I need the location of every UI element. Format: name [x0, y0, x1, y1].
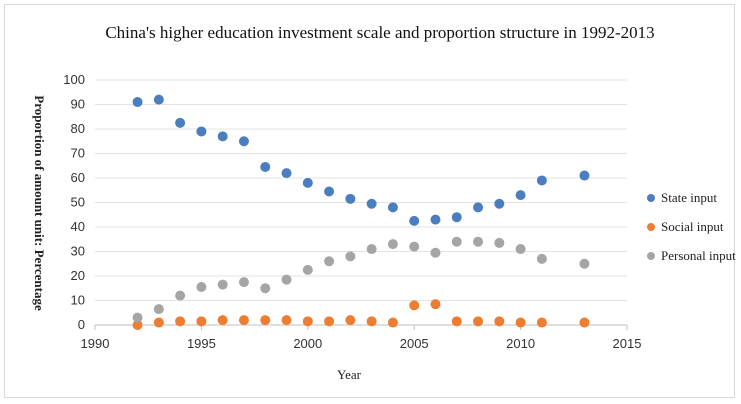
data-point: [451, 316, 462, 327]
data-point: [536, 317, 547, 328]
data-point: [153, 317, 164, 328]
data-point: [579, 317, 590, 328]
data-point: [132, 312, 143, 323]
data-point: [345, 315, 356, 326]
data-point: [473, 202, 484, 213]
data-point: [387, 317, 398, 328]
data-point: [515, 317, 526, 328]
data-point: [345, 251, 356, 262]
y-axis-label: Proportion of amount unit: Percentage: [32, 95, 47, 311]
y-tick-label: 20: [71, 268, 85, 283]
x-tick-label: 2010: [506, 336, 535, 351]
data-point: [366, 198, 377, 209]
data-point: [387, 239, 398, 250]
data-point: [260, 315, 271, 326]
data-point: [260, 161, 271, 172]
data-point: [515, 190, 526, 201]
data-point: [281, 315, 292, 326]
data-point: [175, 117, 186, 128]
axes: [94, 324, 628, 330]
x-tick-label: 1995: [187, 336, 216, 351]
x-tick-labels: 1990 1995 2000 2005 2010 2015: [81, 336, 642, 351]
data-point: [281, 274, 292, 285]
series-1: [132, 299, 590, 330]
data-point: [153, 94, 164, 105]
data-point: [324, 316, 335, 327]
data-point: [430, 299, 441, 310]
legend-marker: [647, 252, 655, 260]
data-point: [494, 316, 505, 327]
x-tick-label: 2005: [400, 336, 429, 351]
data-point: [132, 320, 143, 330]
data-point: [430, 214, 441, 225]
gridlines: [95, 79, 627, 301]
data-point: [451, 212, 462, 223]
y-tick-label: 80: [71, 121, 85, 136]
series-0: [132, 94, 590, 226]
x-tick-label: 2000: [293, 336, 322, 351]
data-point: [409, 300, 420, 311]
legend-label: Social input: [661, 219, 724, 234]
data-point: [175, 290, 186, 301]
data-point: [238, 136, 249, 147]
y-tick-label: 30: [71, 244, 85, 259]
data-point: [536, 253, 547, 264]
y-tick-label: 50: [71, 195, 85, 210]
x-tick-label: 2015: [613, 336, 642, 351]
y-tick-label: 100: [63, 72, 85, 87]
data-point: [366, 316, 377, 327]
y-tick-label: 70: [71, 146, 85, 161]
x-tick-label: 1990: [81, 336, 110, 351]
data-point: [324, 186, 335, 197]
legend-marker: [647, 194, 655, 202]
y-tick-label: 90: [71, 97, 85, 112]
chart-title: China's higher education investment scal…: [105, 23, 654, 42]
data-point: [409, 241, 420, 252]
legend-label: Personal input: [661, 248, 736, 263]
data-point: [579, 258, 590, 269]
data-point: [238, 315, 249, 326]
data-point: [579, 170, 590, 181]
data-point: [153, 304, 164, 315]
data-point: [238, 277, 249, 288]
x-axis-label: Year: [337, 367, 362, 382]
data-point: [324, 256, 335, 267]
data-point: [515, 244, 526, 255]
data-point: [217, 131, 228, 142]
data-point: [345, 193, 356, 204]
y-tick-label: 0: [78, 317, 85, 332]
data-point: [217, 315, 228, 326]
data-point: [175, 316, 186, 327]
data-point: [217, 279, 228, 290]
data-point: [132, 97, 143, 108]
data-point: [196, 282, 207, 293]
y-tick-label: 40: [71, 219, 85, 234]
data-point: [473, 316, 484, 327]
data-point: [281, 168, 292, 179]
data-point: [302, 177, 313, 188]
y-tick-label: 60: [71, 170, 85, 185]
data-point: [451, 236, 462, 247]
y-tick-label: 10: [71, 293, 85, 308]
data-point: [494, 237, 505, 248]
data-point: [430, 247, 441, 258]
data-point: [494, 198, 505, 209]
y-tick-labels: 0 10 20 30 40 50 60 70 80 90 100: [63, 72, 85, 332]
data-points: [132, 94, 590, 330]
legend-label: State input: [661, 190, 717, 205]
legend-marker: [647, 223, 655, 231]
data-point: [196, 316, 207, 327]
data-point: [260, 283, 271, 294]
data-point: [302, 264, 313, 275]
data-point: [473, 236, 484, 247]
data-point: [536, 175, 547, 186]
legend: State input Social input Personal input: [647, 190, 736, 263]
series-2: [132, 236, 590, 323]
data-point: [409, 215, 420, 226]
data-point: [302, 316, 313, 327]
data-point: [387, 202, 398, 213]
data-point: [196, 126, 207, 137]
data-point: [366, 244, 377, 255]
